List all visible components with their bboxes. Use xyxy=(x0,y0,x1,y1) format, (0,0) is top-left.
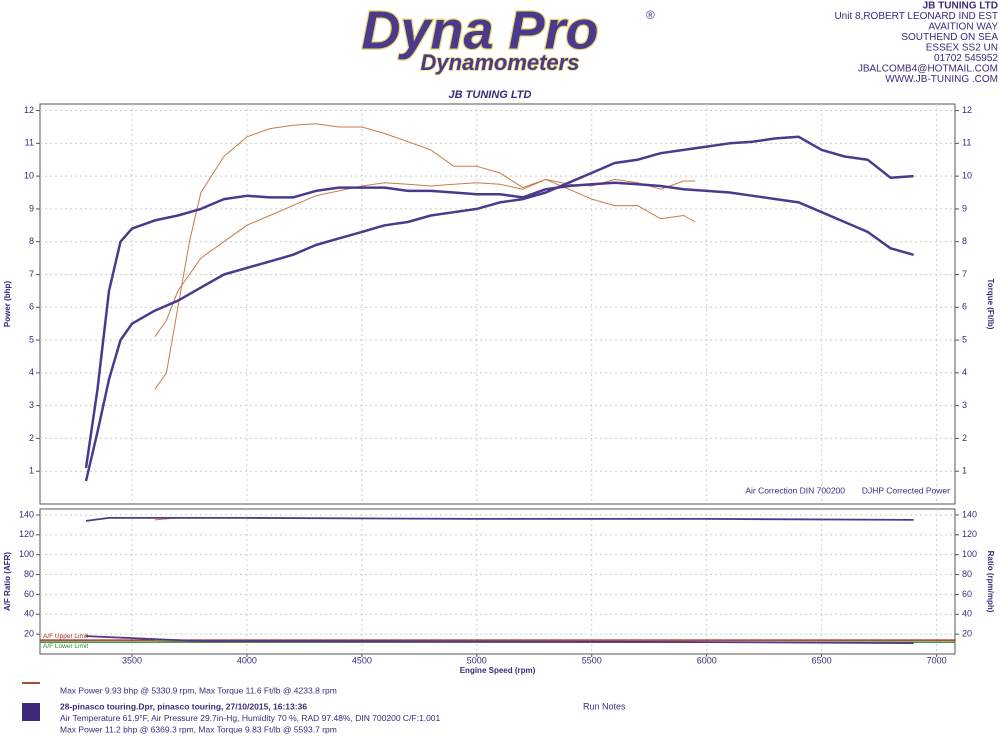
y-tick-label: 1 xyxy=(29,466,34,476)
y2-tick-label: 7 xyxy=(962,269,967,279)
x-tick-label: 7000 xyxy=(927,655,947,665)
y-tick-label: 20 xyxy=(24,629,34,639)
y-tick-label: 100 xyxy=(19,549,34,559)
company-line: Unit 8,ROBERT LEONARD IND EST xyxy=(834,11,998,22)
company-line: AVAITION WAY xyxy=(928,22,998,33)
logo: Dyna Pro ® Dynamometers xyxy=(360,0,655,76)
x-tick-label: 3500 xyxy=(122,655,142,665)
y-tick-label: 10 xyxy=(24,171,34,181)
x-tick-label: 4000 xyxy=(237,655,257,665)
run-info: 28-pinasco touring.Dpr, pinasco touring,… xyxy=(60,701,307,711)
logo-subtitle: Dynamometers xyxy=(421,50,580,75)
y2-tick-label: 60 xyxy=(962,589,972,599)
y2-tick-label: 2 xyxy=(962,433,967,443)
series-line xyxy=(84,181,914,469)
y2-tick-label: 120 xyxy=(962,529,977,539)
chart-title: JB TUNING LTD xyxy=(449,89,532,101)
run-info: Air Temperature 61.9°F, Air Pressure 29.… xyxy=(60,713,441,723)
series-line xyxy=(85,517,914,522)
y2-tick-label: 4 xyxy=(962,367,967,377)
y-tick-label: 8 xyxy=(29,236,34,246)
y2-tick-label: 40 xyxy=(962,609,972,619)
run-info: Max Power 11.2 bhp @ 6369.3 rpm, Max Tor… xyxy=(60,724,337,734)
annotation: Air Correction DIN 700200 xyxy=(745,485,845,495)
logo-text: Dyna Pro xyxy=(361,0,598,60)
reference-label: A/F Upper Limit xyxy=(43,633,88,640)
x-tick-label: 6500 xyxy=(812,655,832,665)
upper-plot-frame xyxy=(39,103,956,505)
y-tick-label: 12 xyxy=(24,105,34,115)
y2-tick-label: 5 xyxy=(962,334,967,344)
y-tick-label: 9 xyxy=(29,203,34,213)
y2-tick-label: 3 xyxy=(962,400,967,410)
x-axis-label: Engine Speed (rpm) xyxy=(460,666,536,675)
y-tick-label: 140 xyxy=(19,509,34,519)
y2-tick-label: 11 xyxy=(962,138,971,148)
company-line: WWW.JB-TUNING .COM xyxy=(885,74,998,85)
y2-tick-label: 10 xyxy=(962,171,972,181)
y2-tick-label: 100 xyxy=(962,549,977,559)
company-line: JBALCOMB4@HOTMAIL.COM xyxy=(858,64,998,75)
company-line: JB TUNING LTD xyxy=(923,1,998,12)
y-tick-label: 80 xyxy=(24,569,34,579)
series-line xyxy=(85,635,914,644)
y-tick-label: 7 xyxy=(29,269,34,279)
y2-axis-label: Ratio (rpm/mph) xyxy=(986,551,995,613)
y-tick-label: 120 xyxy=(19,529,34,539)
y2-tick-label: 80 xyxy=(962,569,972,579)
x-tick-label: 5000 xyxy=(467,655,487,665)
y-tick-label: 2 xyxy=(29,433,34,443)
company-line: ESSEX SS2 UN xyxy=(926,43,998,54)
y2-tick-label: 12 xyxy=(962,105,972,115)
y-axis-label: A/F Ratio (AFR) xyxy=(3,552,12,611)
y-tick-label: 5 xyxy=(29,334,34,344)
series-line xyxy=(84,135,914,482)
series-line xyxy=(154,178,696,338)
series-line xyxy=(154,123,696,390)
y2-tick-label: 1 xyxy=(962,466,967,476)
y2-tick-label: 8 xyxy=(962,236,967,246)
y-tick-label: 60 xyxy=(24,589,34,599)
reference-label: A/F Lower Limit xyxy=(43,643,88,650)
y-tick-label: 3 xyxy=(29,400,34,410)
y-tick-label: 6 xyxy=(29,302,34,312)
annotation: DJHP Corrected Power xyxy=(862,485,950,495)
run-info: Max Power 9.93 bhp @ 5330.9 rpm, Max Tor… xyxy=(60,685,337,695)
y2-axis-label: Torque (Ft/lb) xyxy=(986,279,995,330)
y2-tick-label: 140 xyxy=(962,509,977,519)
y2-tick-label: 20 xyxy=(962,629,972,639)
y2-tick-label: 9 xyxy=(962,203,967,213)
company-line: SOUTHEND ON SEA xyxy=(901,32,998,43)
y2-tick-label: 6 xyxy=(962,302,967,312)
company-line: 01702 545952 xyxy=(934,53,998,64)
logo-mark: ® xyxy=(646,8,655,22)
y-axis-label: Power (bhp) xyxy=(3,281,12,328)
y-tick-label: 40 xyxy=(24,609,34,619)
x-tick-label: 4500 xyxy=(352,655,372,665)
y-tick-label: 11 xyxy=(25,138,34,148)
lower-plot-frame xyxy=(39,508,956,655)
x-tick-label: 6000 xyxy=(697,655,717,665)
x-tick-label: 5500 xyxy=(582,655,602,665)
y-tick-label: 4 xyxy=(29,367,34,377)
legend-swatch xyxy=(22,703,40,721)
run-notes: Run Notes xyxy=(583,701,626,711)
